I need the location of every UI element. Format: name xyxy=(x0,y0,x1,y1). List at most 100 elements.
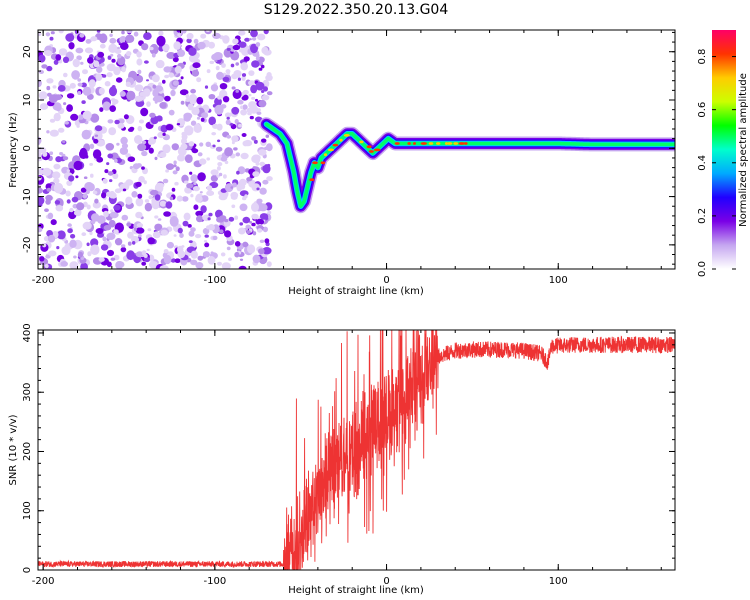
spectrogram-noise-cell xyxy=(223,174,227,179)
spectrogram-noise-cell xyxy=(50,219,57,226)
spectrogram-noise-cell xyxy=(224,147,234,157)
spectrogram-noise-cell xyxy=(196,96,204,105)
spectrogram-noise-cell xyxy=(245,224,251,229)
spectrogram-noise-cell xyxy=(121,214,129,221)
spectrogram-noise-cell xyxy=(177,245,184,254)
spectrogram-noise-cell xyxy=(81,100,86,104)
spectrogram-noise-cell xyxy=(148,147,154,154)
colorbar-strip xyxy=(712,30,736,269)
spectrogram-noise-cell xyxy=(55,205,64,212)
spectrogram-noise-cell xyxy=(153,136,157,140)
spectrogram-noise-cell xyxy=(107,55,112,60)
spectrogram-noise-cell xyxy=(173,160,177,165)
spectrogram-noise-cell xyxy=(103,210,109,218)
spectrogram-noise-cell xyxy=(170,258,177,263)
spectrogram-noise-cell xyxy=(251,222,256,227)
spectrogram-noise-cell xyxy=(251,202,259,212)
spectrogram-noise-cell xyxy=(255,98,258,102)
spectrogram-noise-cell xyxy=(72,58,81,68)
spectrogram-noise-cell xyxy=(134,135,143,144)
spectrogram-noise-cell xyxy=(75,175,79,179)
spectrogram-noise-cell xyxy=(191,69,200,77)
spectrogram-noise-cell xyxy=(251,183,261,192)
spectrogram-noise-cell xyxy=(173,234,177,237)
spectrogram-noise-cell xyxy=(219,229,224,234)
spectrogram-noise-cell xyxy=(197,152,203,157)
spectrogram-noise-cell xyxy=(259,161,266,167)
spectrogram-noise-cell xyxy=(224,160,229,165)
spectrogram-hot-spot xyxy=(368,150,374,153)
spectrogram-noise-cell xyxy=(172,80,179,86)
spectrogram-hot-spot xyxy=(312,161,318,165)
spectrogram-noise-cell xyxy=(240,109,248,116)
spectrogram-noise-cell xyxy=(210,251,214,255)
spectrogram-noise-cell xyxy=(202,227,210,235)
spectrogram-noise-cell xyxy=(62,140,66,144)
spectrogram-noise-cell xyxy=(255,161,260,166)
spectrogram-noise-cell xyxy=(256,111,262,115)
spectrogram-noise-cell xyxy=(163,211,172,217)
spectrogram-noise-cell xyxy=(195,262,204,269)
spectrogram-noise-cell xyxy=(177,49,186,57)
spectrogram-noise-cell xyxy=(262,226,268,233)
spectrogram-noise-cell xyxy=(66,93,75,99)
spectrogram-noise-cell xyxy=(121,244,126,248)
spectrogram-noise-cell xyxy=(172,56,179,63)
spectrogram-noise-cell xyxy=(156,35,166,47)
spectrogram-noise-cell xyxy=(176,123,181,126)
spectrogram-noise-cell xyxy=(184,180,189,184)
spectrogram-noise-cell xyxy=(230,63,235,68)
spectrogram-noise-cell xyxy=(114,119,120,125)
spectrogram-noise-cell xyxy=(46,65,53,72)
spectrogram-noise-cell xyxy=(190,259,198,266)
spectrogram-noise-cell xyxy=(240,105,244,110)
snr-frame xyxy=(37,329,676,571)
spectrogram-noise-cell xyxy=(66,169,71,173)
spectrogram-noise-cell xyxy=(135,211,143,219)
spectrogram-noise-cell xyxy=(120,136,128,145)
spectrogram-noise-cell xyxy=(241,63,247,69)
spectrogram-noise-cell xyxy=(69,207,74,213)
spectrogram-noise-cell xyxy=(119,147,129,155)
spectrogram-noise-cell xyxy=(215,65,220,71)
spectrogram-noise-cell xyxy=(49,36,54,41)
spectrogram-noise-cell xyxy=(236,185,242,192)
spectrogram-noise-cell xyxy=(188,141,195,147)
spectrogram-noise-cell xyxy=(122,188,127,192)
spectrogram-noise-cell xyxy=(143,256,151,263)
spectrogram-noise-cell xyxy=(234,215,239,220)
spectrogram-noise-cell xyxy=(141,140,147,145)
spectrogram-noise-cell xyxy=(127,241,132,246)
spectrogram-noise-cell xyxy=(38,32,42,37)
spectrogram-noise-cell xyxy=(235,62,239,66)
spectrogram-noise-cell xyxy=(58,48,68,56)
spectrogram-noise-cell xyxy=(114,158,118,163)
spectrogram-noise-cell xyxy=(226,116,230,120)
spectrogram-noise-cell xyxy=(246,230,251,235)
spectrogram-noise-cell xyxy=(199,158,207,165)
spectrogram-noise-cell xyxy=(169,216,179,227)
spectrogram-hot-spot xyxy=(446,142,453,145)
spectrogram-noise-cell xyxy=(162,79,166,84)
spectrogram-noise-cell xyxy=(206,30,210,33)
spectrogram-noise-cell xyxy=(139,91,146,97)
spectrogram-noise-cell xyxy=(211,53,219,61)
spectrogram-noise-cell xyxy=(228,216,235,222)
spectrogram-noise-cell xyxy=(232,89,242,100)
spectrogram-noise-cell xyxy=(197,41,206,50)
spectrogram-noise-cell xyxy=(126,90,136,101)
spectrogram-noise-cell xyxy=(171,143,179,151)
spectrogram-noise-cell xyxy=(176,195,183,202)
spectrogram-noise-cell xyxy=(210,174,218,182)
spectrogram-noise-cell xyxy=(79,33,85,38)
spectrogram-noise-cell xyxy=(250,30,258,38)
spectrogram-noise-cell xyxy=(104,169,109,174)
spectrogram-noise-cell xyxy=(230,191,239,199)
spectrogram-noise-cell xyxy=(141,150,148,157)
spectrogram-noise-cell xyxy=(191,148,199,154)
spectrogram-noise-cell xyxy=(154,156,158,161)
spectrogram-noise-cell xyxy=(204,242,210,248)
spectrogram-noise-cell xyxy=(172,170,178,175)
spectrogram-noise-cell xyxy=(71,70,80,80)
spectrogram-noise-cell xyxy=(42,167,52,177)
